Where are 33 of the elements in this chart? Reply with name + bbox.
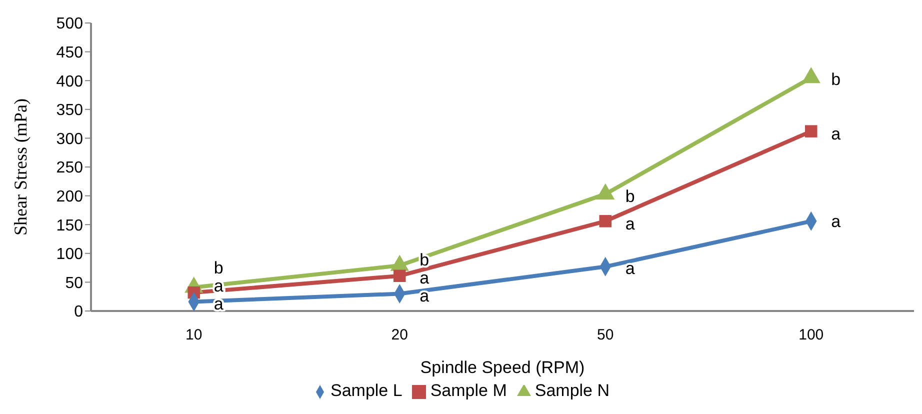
annotation: a bbox=[831, 124, 842, 144]
point bbox=[599, 215, 612, 228]
x-tick-label: 50 bbox=[597, 326, 614, 344]
y-tick-label: 400 bbox=[56, 73, 84, 90]
y-tick-label: 250 bbox=[56, 160, 84, 177]
y-tick-label: 350 bbox=[56, 102, 84, 120]
annotation: b bbox=[831, 70, 841, 89]
y-tick-label: 100 bbox=[56, 246, 84, 264]
annotation: a bbox=[420, 286, 430, 306]
x-axis-title: Spindle Speed (RPM) bbox=[420, 358, 585, 377]
annotation: b bbox=[214, 258, 224, 278]
point bbox=[394, 270, 406, 282]
legend-label: Sample M bbox=[430, 381, 507, 400]
annotation: a bbox=[831, 212, 842, 232]
point bbox=[805, 125, 818, 138]
annotation: a bbox=[625, 214, 636, 234]
annotation: a bbox=[420, 268, 430, 288]
y-tick-label: 500 bbox=[56, 16, 84, 33]
point bbox=[802, 66, 820, 84]
y-tick-label: 200 bbox=[56, 188, 84, 206]
y-axis-title: Shear Stress (mPa) bbox=[10, 98, 30, 236]
legend-label: Sample L bbox=[330, 381, 402, 400]
y-tick-label: 300 bbox=[56, 130, 84, 148]
x-tick-label: 100 bbox=[798, 326, 824, 344]
y-tick-label: 0 bbox=[74, 304, 84, 321]
y-tick-label: 150 bbox=[56, 217, 84, 234]
x-tick-label: 10 bbox=[186, 326, 202, 344]
legend-label: Sample N bbox=[534, 381, 610, 400]
annotation: a bbox=[625, 258, 636, 278]
x-tick-label: 20 bbox=[391, 326, 408, 344]
annotation: b bbox=[625, 186, 635, 206]
y-tick-label: 50 bbox=[65, 274, 84, 292]
y-tick-label: 450 bbox=[56, 44, 84, 62]
